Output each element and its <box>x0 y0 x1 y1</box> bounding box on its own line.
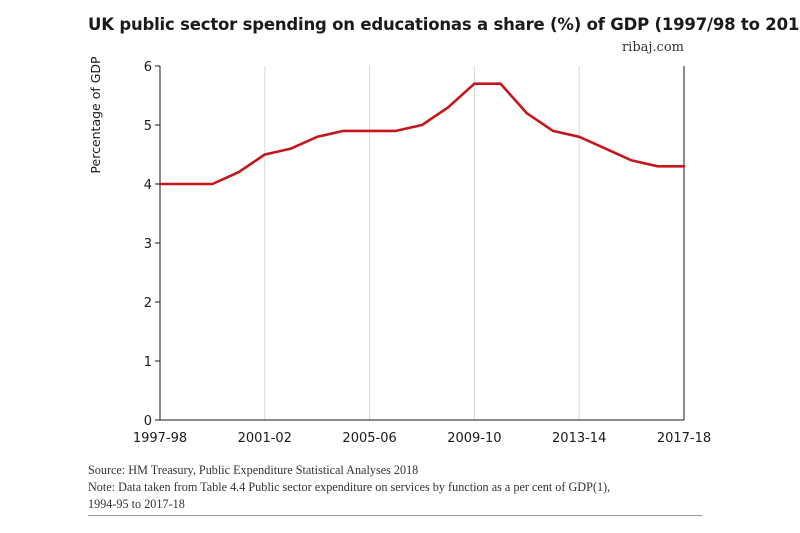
series-line <box>158 82 686 186</box>
footer-divider <box>88 515 702 516</box>
source-note: Source: HM Treasury, Public Expenditure … <box>88 463 419 477</box>
x-tick-label: 2017-18 <box>657 431 711 446</box>
x-tick-label: 1997-98 <box>133 431 187 446</box>
y-tick-label: 5 <box>144 119 152 134</box>
x-tick-label: 2013-14 <box>552 431 606 446</box>
chart-title: UK public sector spending on educationas… <box>88 15 800 34</box>
x-tick-label: 2005-06 <box>342 431 396 446</box>
y-tick-label: 0 <box>144 414 152 429</box>
data-note-line-1: Note: Data taken from Table 4.4 Public s… <box>88 480 611 494</box>
y-tick-label: 3 <box>144 237 152 252</box>
x-tick-label: 2009-10 <box>447 431 501 446</box>
data-note-line-2: 1994-95 to 2017-18 <box>88 497 185 511</box>
y-tick-label: 6 <box>144 60 152 75</box>
y-tick-label: 4 <box>144 178 152 193</box>
footer-notes: Source: HM Treasury, Public Expenditure … <box>88 462 610 513</box>
x-tick-label: 2001-02 <box>238 431 292 446</box>
credit-text: ribaj.com <box>621 40 684 55</box>
y-tick-label: 2 <box>144 296 152 311</box>
y-tick-label: 1 <box>144 355 152 370</box>
y-axis-label: Percentage of GDP <box>88 56 103 174</box>
